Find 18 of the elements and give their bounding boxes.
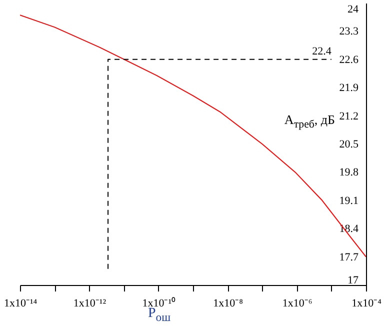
y-tick-label: 21.9	[339, 82, 359, 94]
y-tick-label: 19.8	[339, 166, 359, 179]
x-tick-label: 1x10⁻⁶	[282, 298, 312, 310]
annotation: 22.4	[312, 45, 332, 58]
x-tick-label: 1x10⁻¹⁴	[4, 298, 38, 310]
y-tick-label: 19.1	[339, 194, 358, 207]
y-tick-label: 17.7	[339, 251, 359, 264]
x-tick-label: 1x10⁻⁸	[213, 298, 244, 310]
y-axis-title: A$_{треб}$, дБ	[284, 112, 335, 131]
y-tick-label: 21.2	[339, 110, 358, 122]
y-tick-label: 20.5	[339, 138, 359, 150]
y-tick-label: 22.6	[339, 54, 359, 66]
y-tick-label: 23.3	[339, 26, 359, 38]
y-tick-label: 17	[348, 274, 359, 286]
x-axis-title: P$_{ош}$	[148, 306, 171, 324]
x-tick-label: 1x10⁻⁴	[352, 298, 382, 310]
y-tick-label: 24	[348, 4, 359, 16]
x-tick-label: 1x10⁻¹²	[73, 298, 107, 310]
